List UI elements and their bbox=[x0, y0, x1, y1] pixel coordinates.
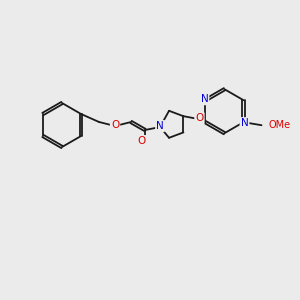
Text: O: O bbox=[137, 136, 145, 146]
Text: O: O bbox=[195, 113, 204, 123]
Text: O: O bbox=[111, 120, 119, 130]
Text: N: N bbox=[200, 94, 208, 104]
Text: N: N bbox=[156, 121, 164, 131]
Text: N: N bbox=[241, 118, 248, 128]
Text: OMe: OMe bbox=[268, 120, 291, 130]
